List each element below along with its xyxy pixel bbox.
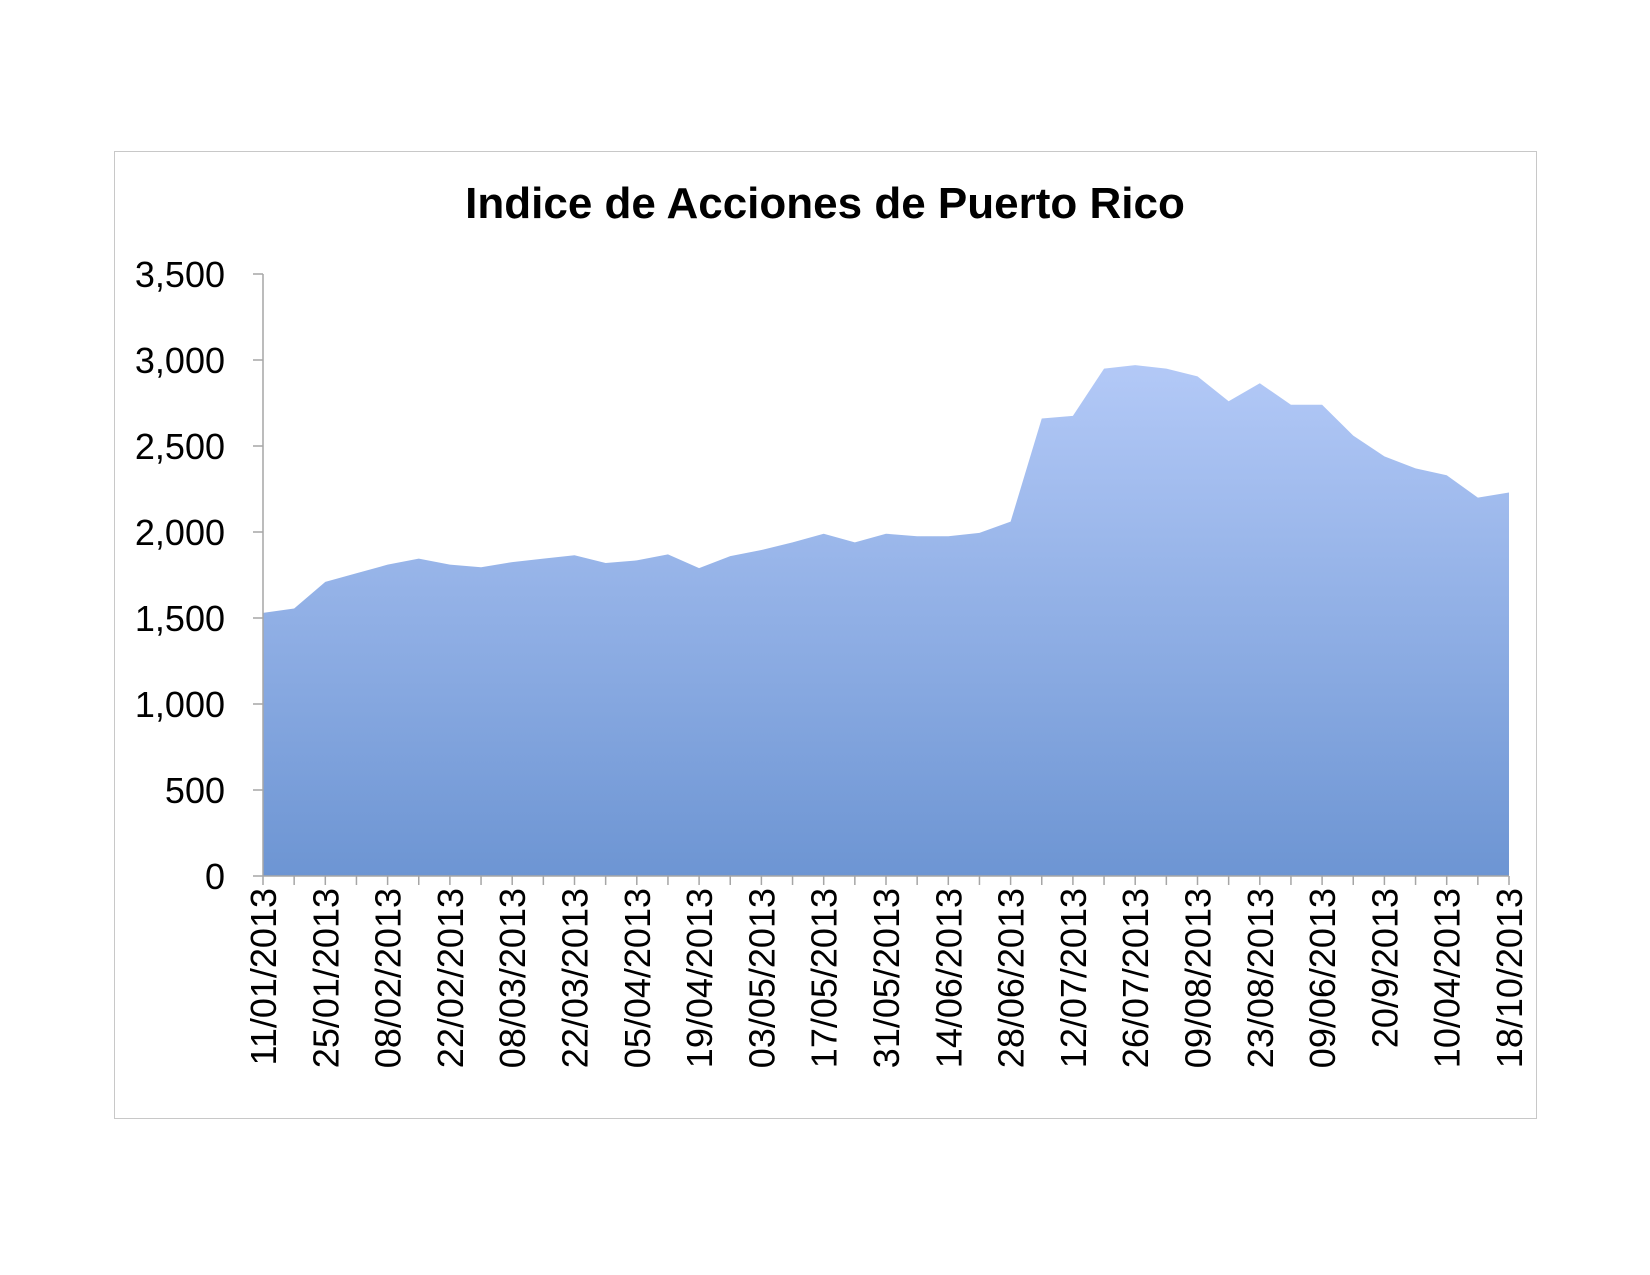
- x-tick-label: 18/10/2013: [1489, 888, 1530, 1068]
- x-tick-label: 03/05/2013: [741, 888, 782, 1068]
- x-tick-label: 14/06/2013: [928, 888, 969, 1068]
- x-tick-label: 22/03/2013: [555, 888, 596, 1068]
- x-tick-label: 25/01/2013: [305, 888, 346, 1068]
- x-tick-label: 08/02/2013: [368, 888, 409, 1068]
- x-tick-label: 10/04/2013: [1427, 888, 1468, 1068]
- y-tick-label: 3,000: [135, 340, 225, 381]
- x-tick-label: 12/07/2013: [1053, 888, 1094, 1068]
- y-tick-label: 2,500: [135, 426, 225, 467]
- x-tick-label: 26/07/2013: [1115, 888, 1156, 1068]
- x-tick-label: 28/06/2013: [991, 888, 1032, 1068]
- y-tick-label: 0: [205, 856, 225, 897]
- x-tick-label: 08/03/2013: [492, 888, 533, 1068]
- y-tick-label: 2,000: [135, 512, 225, 553]
- x-tick-label: 20/9/2013: [1364, 888, 1405, 1048]
- y-tick-label: 3,500: [135, 254, 225, 295]
- x-tick-label: 31/05/2013: [866, 888, 907, 1068]
- x-tick-label: 09/06/2013: [1302, 888, 1343, 1068]
- x-tick-label: 11/01/2013: [243, 888, 284, 1066]
- x-tick-label: 19/04/2013: [679, 888, 720, 1068]
- x-tick-label: 22/02/2013: [430, 888, 471, 1068]
- chart-title: Indice de Acciones de Puerto Rico: [465, 179, 1185, 228]
- x-tick-label: 09/08/2013: [1178, 888, 1219, 1068]
- y-tick-label: 1,000: [135, 684, 225, 725]
- x-tick-label: 23/08/2013: [1240, 888, 1281, 1068]
- y-tick-label: 500: [165, 770, 225, 811]
- area-series: [263, 365, 1509, 876]
- x-tick-label: 05/04/2013: [617, 888, 658, 1068]
- y-tick-label: 1,500: [135, 598, 225, 639]
- x-tick-label: 17/05/2013: [804, 888, 845, 1068]
